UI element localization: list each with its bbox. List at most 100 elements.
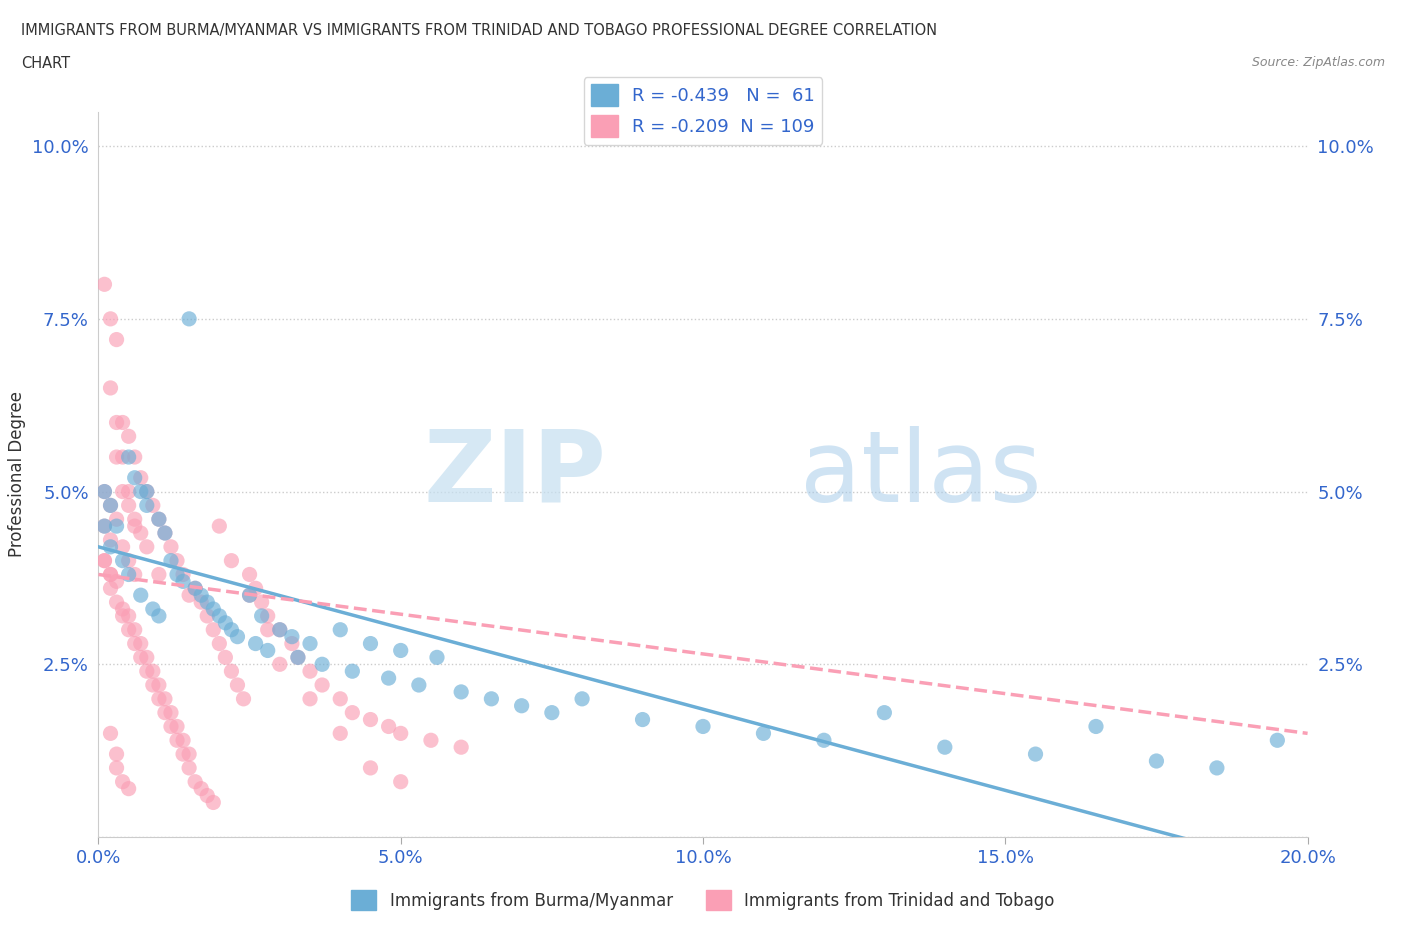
Point [148,512,170,526]
Point [408,678,430,693]
Point [269,622,291,637]
Text: Source: ZipAtlas.com: Source: ZipAtlas.com [1251,56,1385,69]
Point [118,449,141,464]
Point [311,657,333,671]
Point [124,636,146,651]
Point [142,664,165,679]
Point [135,498,157,512]
Point [540,705,562,720]
Point [190,588,212,603]
Point [160,553,183,568]
Point [118,567,141,582]
Point [239,588,262,603]
Point [287,650,309,665]
Point [631,712,654,727]
Point [142,678,165,693]
Point [329,622,352,637]
Point [135,664,157,679]
Point [118,622,141,637]
Point [129,650,152,665]
Point [179,588,201,603]
Point [510,698,533,713]
Point [377,719,399,734]
Point [93,277,115,292]
Point [160,719,183,734]
Point [100,533,122,548]
Point [172,567,194,582]
Point [105,747,128,762]
Point [245,636,267,651]
Point [166,733,188,748]
Text: CHART: CHART [21,56,70,71]
Point [153,705,176,720]
Point [179,312,201,326]
Point [813,733,835,748]
Point [184,775,207,790]
Point [148,691,170,706]
Point [93,553,115,568]
Point [135,485,157,499]
Point [202,622,225,637]
Point [299,664,322,679]
Point [135,650,157,665]
Point [111,608,134,623]
Point [389,775,412,790]
Point [752,726,775,741]
Point [377,671,399,685]
Point [166,553,188,568]
Point [105,512,128,526]
Point [202,795,225,810]
Point [129,636,152,651]
Point [250,608,273,623]
Point [256,608,278,623]
Point [269,622,291,637]
Point [153,691,176,706]
Point [100,567,122,582]
Point [195,594,218,609]
Point [311,678,333,693]
Point [329,726,352,741]
Point [111,553,134,568]
Point [1085,719,1108,734]
Point [118,485,141,499]
Point [195,608,218,623]
Point [100,726,122,741]
Point [329,691,352,706]
Point [172,733,194,748]
Point [100,498,122,512]
Point [481,691,503,706]
Point [105,594,128,609]
Point [208,636,231,651]
Point [135,485,157,499]
Point [118,781,141,796]
Text: atlas: atlas [800,426,1042,523]
Point [153,525,176,540]
Point [166,719,188,734]
Point [148,512,170,526]
Point [299,691,322,706]
Point [93,519,115,534]
Point [1144,753,1167,768]
Point [420,733,443,748]
Point [93,553,115,568]
Point [129,471,152,485]
Point [160,539,183,554]
Point [172,747,194,762]
Point [360,712,382,727]
Point [148,567,170,582]
Point [118,608,141,623]
Point [281,636,304,651]
Point [299,636,322,651]
Point [287,650,309,665]
Y-axis label: Professional Degree: Professional Degree [8,392,27,557]
Point [93,485,115,499]
Point [342,664,364,679]
Point [124,512,146,526]
Point [184,581,207,596]
Point [111,775,134,790]
Point [190,594,212,609]
Point [148,678,170,693]
Point [226,678,249,693]
Point [214,616,236,631]
Point [172,574,194,589]
